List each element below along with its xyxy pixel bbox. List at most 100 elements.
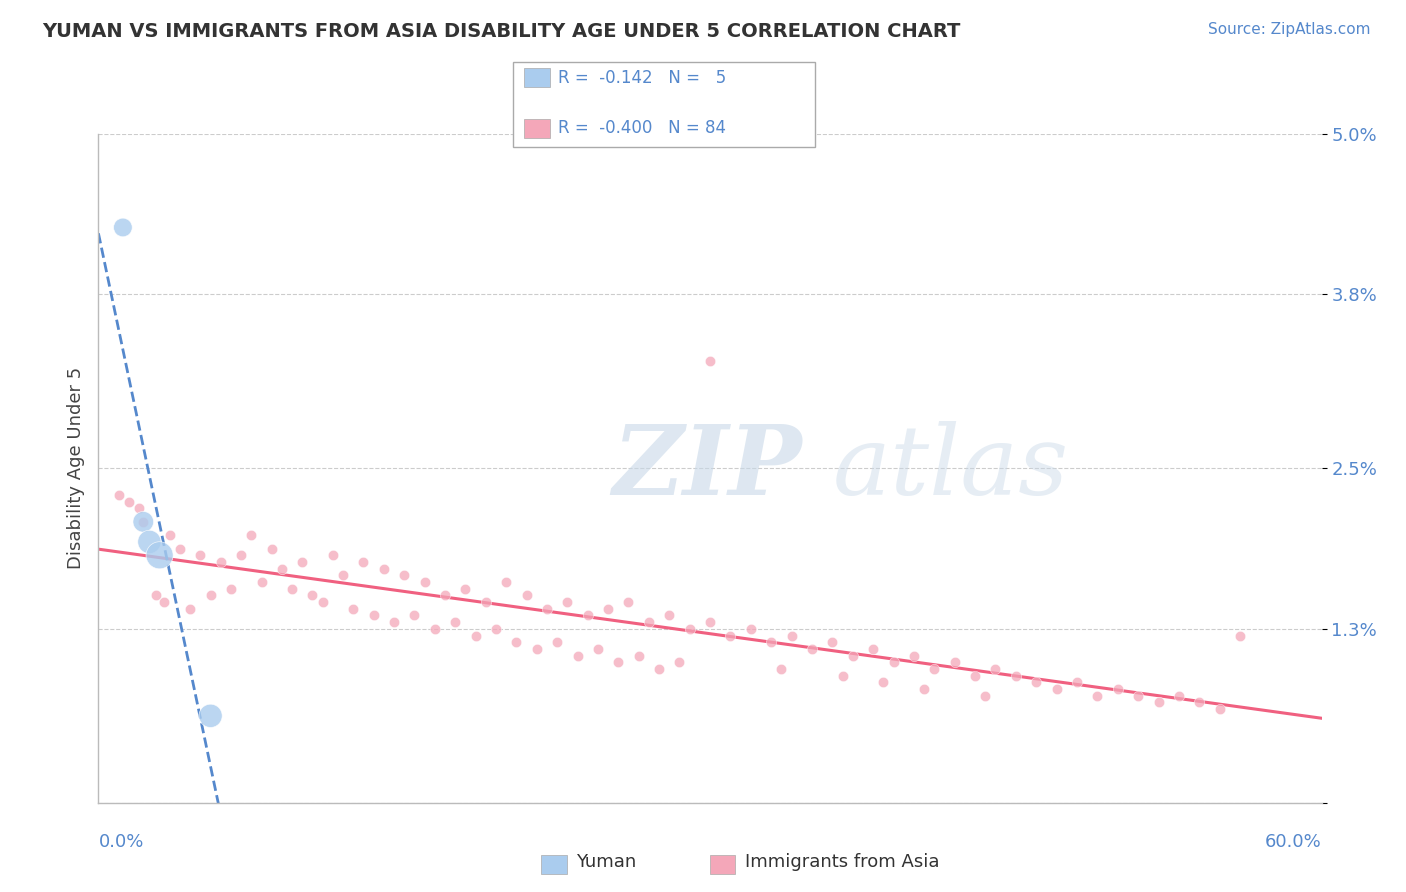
Point [423,622,446,636]
Point [699,615,721,630]
Point [555,595,579,609]
Point [231,548,253,563]
Point [145,589,167,603]
Point [444,615,467,630]
Point [1147,696,1170,710]
Text: R =  -0.400   N = 84: R = -0.400 N = 84 [558,120,725,137]
Point [821,635,844,649]
Point [984,662,1007,676]
Point [260,541,283,556]
Point [943,655,966,669]
Point [965,669,987,683]
Point [718,628,742,642]
Text: Yuman: Yuman [576,853,637,871]
Point [872,675,894,690]
Point [883,655,905,669]
Point [526,642,548,657]
Point [658,608,681,623]
Point [1167,689,1189,703]
Point [312,595,335,609]
Point [637,615,661,630]
Point [485,622,508,636]
Point [586,642,609,657]
Point [200,589,222,603]
Point [474,595,498,609]
Point [516,589,538,603]
Point [912,681,935,696]
Point [1208,702,1232,716]
Point [1004,669,1026,683]
Point [433,589,456,603]
Point [179,602,201,616]
Point [454,582,477,596]
Point [1229,628,1251,642]
Text: atlas: atlas [832,421,1069,516]
Point [152,595,174,609]
Point [270,562,294,576]
Point [1085,689,1108,703]
Point [464,628,486,642]
Point [801,642,824,657]
Point [200,708,222,723]
Point [1066,675,1088,690]
Point [322,548,344,563]
Point [780,628,803,642]
Point [567,648,589,663]
Point [841,648,863,663]
Point [373,562,395,576]
Point [922,662,945,676]
Point [209,555,232,569]
Text: YUMAN VS IMMIGRANTS FROM ASIA DISABILITY AGE UNDER 5 CORRELATION CHART: YUMAN VS IMMIGRANTS FROM ASIA DISABILITY… [42,22,960,41]
Point [974,689,997,703]
Point [1107,681,1129,696]
Y-axis label: Disability Age Under 5: Disability Age Under 5 [66,368,84,569]
Point [332,568,354,582]
Point [363,608,385,623]
Point [536,602,558,616]
Point [342,602,364,616]
Point [596,602,619,616]
Point [281,582,304,596]
Point [679,622,702,636]
Point [382,615,405,630]
Point [149,548,172,563]
Point [648,662,671,676]
Point [413,575,436,590]
Point [240,528,263,542]
Point [831,669,853,683]
Point [132,515,155,529]
Point [627,648,650,663]
Point [770,662,793,676]
Text: Source: ZipAtlas.com: Source: ZipAtlas.com [1208,22,1371,37]
Point [1025,675,1047,690]
Point [291,555,314,569]
Point [740,622,762,636]
Point [903,648,925,663]
Point [169,541,191,556]
Point [188,548,212,563]
Point [132,515,155,529]
Point [352,555,374,569]
Point [699,354,721,368]
Point [1188,696,1211,710]
Point [668,655,690,669]
Point [118,494,141,508]
Text: R =  -0.142   N =   5: R = -0.142 N = 5 [558,69,727,87]
Point [404,608,426,623]
Point [250,575,273,590]
Point [607,655,630,669]
Point [576,608,599,623]
Point [108,488,131,502]
Text: 0.0%: 0.0% [98,833,143,851]
Point [392,568,416,582]
Text: 60.0%: 60.0% [1265,833,1322,851]
Point [1128,689,1150,703]
Point [505,635,527,649]
Point [219,582,242,596]
Point [495,575,517,590]
Point [128,501,150,516]
Point [759,635,782,649]
Point [862,642,884,657]
Point [159,528,181,542]
Point [301,589,323,603]
